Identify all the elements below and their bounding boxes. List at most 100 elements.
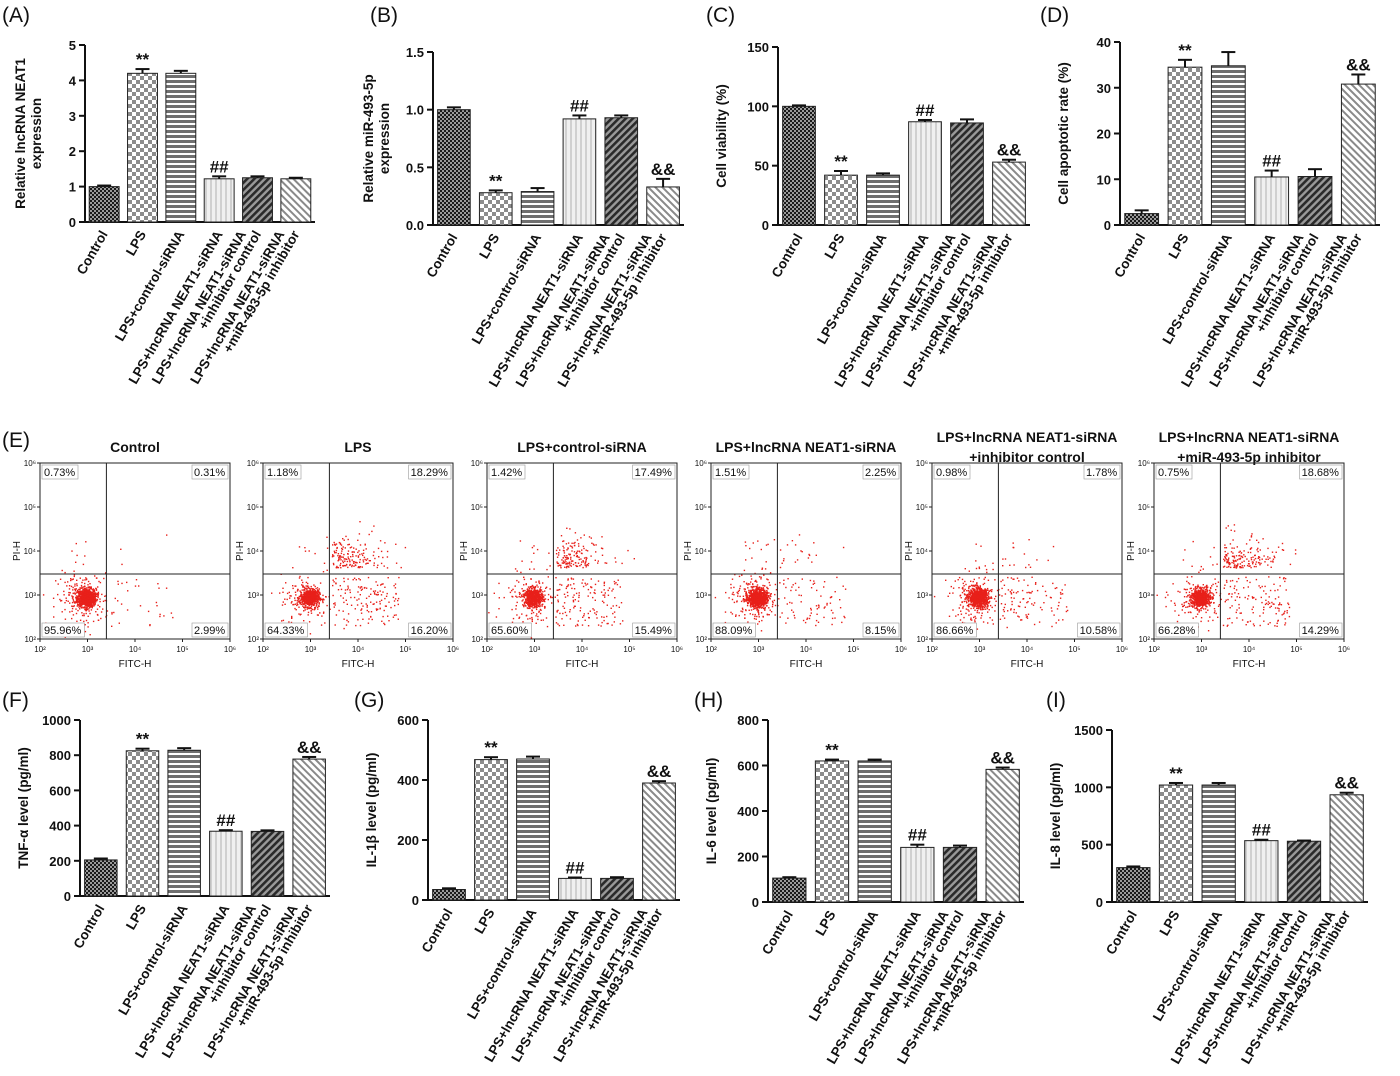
scatter-point [564,611,567,614]
scatter-point [81,612,83,614]
scatter-point [79,604,81,606]
y-axis-label: PI-H [459,541,470,561]
scatter-point [587,625,590,627]
scatter-point [338,541,341,544]
scatter-point [525,593,527,595]
scatter-point [338,609,340,612]
scatter-point [765,593,767,595]
scatter-point [839,607,842,609]
scatter-point [333,606,335,608]
scatter-point [735,615,737,617]
scatter-point [545,586,548,588]
scatter-point [756,588,758,591]
scatter-point [538,602,541,604]
scatter-point [766,592,768,594]
scatter-point [534,606,537,608]
scatter-point [347,566,349,569]
y-tick-label: 10² [695,635,707,644]
scatter-point [302,585,304,588]
scatter-point [83,614,85,617]
scatter-point [555,622,558,624]
scatter-point [601,536,603,538]
scatter-point [290,602,293,604]
scatter-point [769,572,772,574]
scatter-point [539,605,541,608]
scatter-point [538,597,541,599]
scatter-point [71,617,73,620]
scatter-point [342,597,344,599]
scatter-point [69,611,71,613]
scatter-point [601,621,603,624]
scatter-point [573,551,576,553]
scatter-point [358,550,360,552]
scatter-point [363,556,366,559]
scatter-point [539,612,542,615]
scatter-point [310,612,313,614]
scatter-point [557,599,559,601]
scatter-point [758,593,760,595]
scatter-point [538,602,540,604]
bar [562,118,597,226]
scatter-point [540,586,542,588]
scatter-point [88,586,91,588]
scatter-point [812,583,814,585]
scatter-point [536,606,539,608]
scatter-point [306,585,309,588]
y-tick-label: 400 [397,773,419,788]
significance-label: ** [834,152,848,171]
scatter-point [764,597,766,600]
scatter-point [774,583,777,586]
scatter-point [541,600,544,602]
scatter-point [89,593,91,595]
bar [857,760,892,903]
bar [1158,784,1194,903]
scatter-point [567,584,570,586]
scatter-point [783,558,785,560]
y-tick-label: 10³ [695,591,707,600]
scatter-point [602,594,604,596]
scatter-point [758,600,760,603]
scatter-point [737,592,739,595]
plot-frame [39,462,231,640]
scatter-point [794,544,797,546]
x-tick-label: 10⁵ [847,645,859,654]
quadrant-label-box [488,464,526,480]
scatter-point [315,593,317,596]
y-tick-label: 500 [1081,838,1103,853]
x-tick-label: 10⁴ [800,645,813,654]
scatter-point [81,590,83,593]
scatter-point [525,583,527,585]
scatter-point [94,603,96,605]
scatter-point [759,589,761,592]
scatter-point [767,543,769,546]
scatter-point [300,597,302,599]
scatter-point [340,595,342,597]
quadrant-label-box [264,622,308,638]
scatter-point [743,569,746,572]
scatter-point [569,528,571,530]
scatter-point [353,596,356,599]
scatter-point [808,617,811,620]
scatter-point [757,609,760,612]
scatter-point [567,542,570,544]
y-tick-label: 10⁵ [695,503,707,512]
scatter-point [64,618,67,620]
scatter-point [374,590,377,592]
scatter-point [394,583,397,585]
scatter-point [527,595,530,597]
scatter-point [381,620,383,622]
scatter-point [785,622,787,624]
scatter-point [772,603,774,606]
bar [1124,213,1160,226]
scatter-point [542,582,544,584]
scatter-point [754,572,756,575]
scatter-point [87,597,89,599]
scatter-point [498,582,500,585]
scatter-point [563,552,566,554]
scatter-point [560,567,562,569]
scatter-point [579,610,581,612]
quadrant-label: 1.51% [715,467,746,479]
scatter-point [608,587,611,589]
scatter-point [531,594,533,597]
scatter-point [570,565,572,567]
